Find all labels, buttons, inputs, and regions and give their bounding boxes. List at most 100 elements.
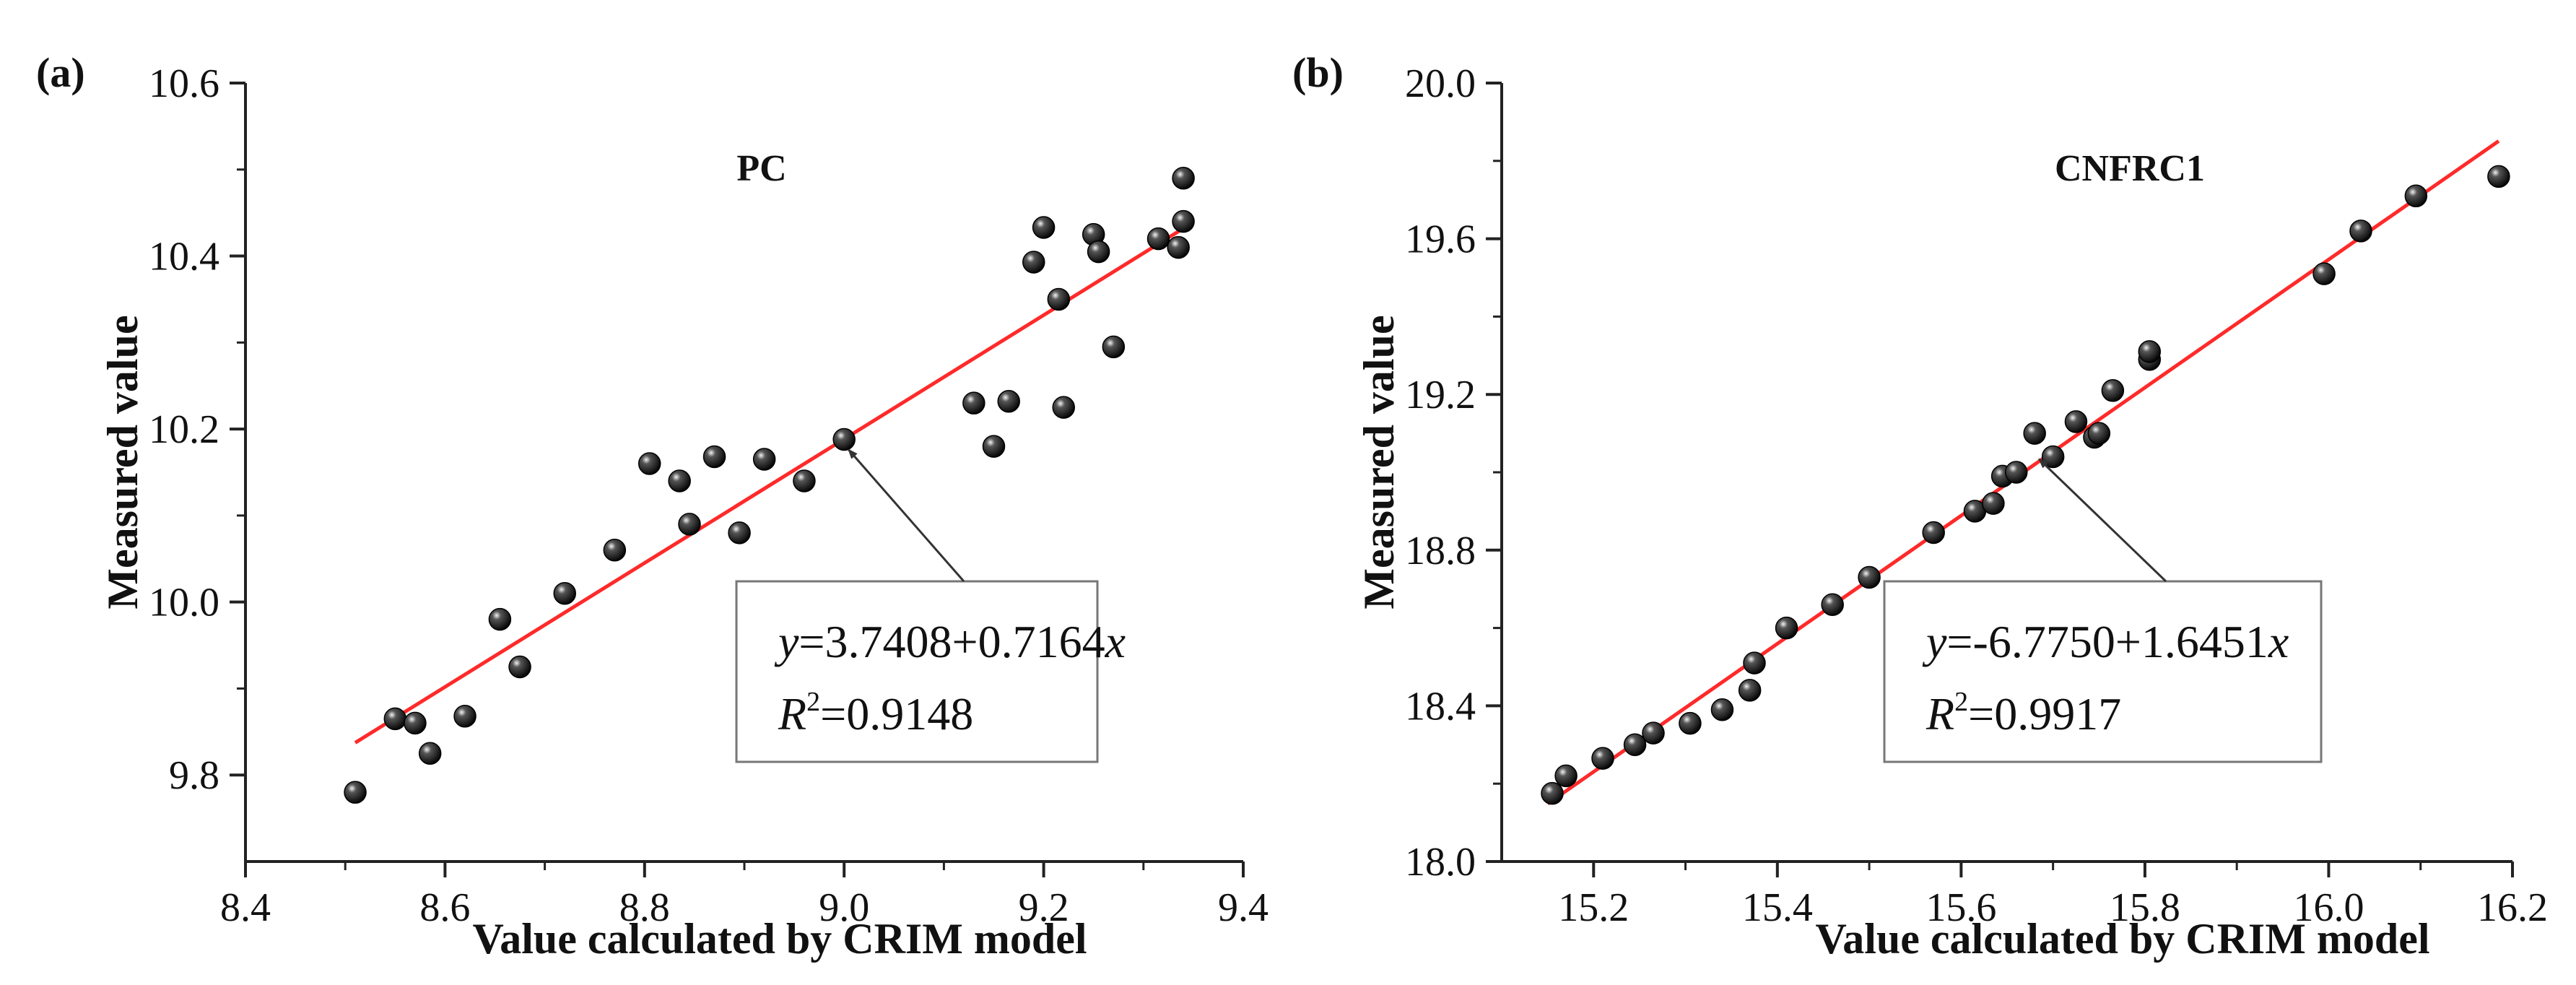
fit-line [354, 227, 1185, 745]
data-point [2138, 340, 2162, 363]
y-tick-label: 19.2 [1405, 373, 1476, 417]
x-axis-label-cnfrc1: Value calculated by CRIM model [1815, 915, 2429, 963]
r-value: =0.9148 [820, 688, 973, 739]
data-point [1591, 747, 1614, 770]
data-point [1623, 733, 1647, 757]
data-point [603, 539, 627, 562]
x-tick-label: 16.0 [2293, 885, 2364, 930]
data-point [728, 521, 751, 544]
panel-cnfrc1: (b) CNFRC1 Value calculated by CRIM mode… [1292, 49, 2548, 963]
y-axis-label-pc: Measured value [99, 315, 147, 609]
data-point [344, 781, 367, 804]
data-point [1172, 167, 1195, 190]
equation-box-cnfrc1 [1883, 580, 2323, 763]
r-value: =0.9917 [1968, 688, 2121, 739]
x-tick-label: 9.4 [1218, 885, 1269, 930]
x-tick-label: 8.6 [419, 885, 470, 930]
y-tick-label: 19.6 [1405, 217, 1476, 262]
data-point [553, 581, 576, 605]
data-point [678, 513, 701, 536]
r-symbol: R [778, 688, 806, 739]
data-point [1554, 764, 1578, 788]
data-point [638, 452, 661, 475]
fit-pc [354, 227, 1185, 745]
arrow-cnfrc1 [2038, 458, 2167, 583]
y-tick-label: 18.4 [1405, 684, 1476, 729]
data-point [1032, 216, 1056, 239]
data-point [1710, 698, 1734, 721]
panel-label-a: (a) [36, 49, 85, 96]
annotation-pc: y=3.7408+0.7164x R2=0.9148 [735, 448, 1126, 763]
data-point [2064, 410, 2088, 433]
y-tick-label: 10.6 [149, 61, 219, 106]
eq-y-symbol: y [774, 616, 799, 667]
x-tick-label: 15.8 [2110, 885, 2180, 930]
data-point [453, 705, 477, 728]
ticks-pc: 8.4 8.6 8.8 9.0 9.2 9.4 9.8 10.0 10.2 10.4 10.6 [149, 61, 1269, 930]
data-point [2349, 220, 2372, 243]
x-tick-label: 15.2 [1558, 885, 1629, 930]
points-pc [344, 167, 1195, 804]
y-tick-label: 10.2 [149, 407, 219, 452]
data-point [793, 469, 816, 492]
data-point [2312, 262, 2336, 285]
eq-x-symbol: x [1105, 616, 1126, 667]
x-tick-label: 8.8 [619, 885, 670, 930]
data-point [383, 707, 407, 731]
data-point [832, 428, 856, 451]
y-tick-label: 18.8 [1405, 529, 1476, 573]
equation-text-pc: y=3.7408+0.7164x [774, 616, 1126, 667]
data-point [488, 607, 512, 631]
x-tick-label: 15.6 [1926, 885, 1996, 930]
data-point [404, 711, 427, 735]
data-point [1022, 251, 1045, 274]
x-tick-label: 16.2 [2477, 885, 2548, 930]
data-point [1146, 227, 1170, 251]
y-tick-label: 10.0 [149, 581, 219, 625]
points-cnfrc1 [1541, 165, 2510, 805]
data-point [1982, 492, 2005, 515]
y-tick-label: 20.0 [1405, 61, 1476, 106]
data-point [668, 469, 691, 492]
eq-x-symbol: x [2268, 616, 2289, 667]
x-tick-label: 9.2 [1019, 885, 1069, 930]
data-point [1821, 593, 1844, 617]
chart-title-pc: PC [736, 148, 786, 189]
data-point [2004, 461, 2028, 484]
data-point [2101, 379, 2125, 402]
data-point [1102, 335, 1126, 359]
r-squared-text-cnfrc1: R2=0.9917 [1926, 687, 2121, 739]
equation-box-pc [735, 580, 1099, 763]
x-tick-label: 8.4 [220, 885, 271, 930]
chart-title-cnfrc1: CNFRC1 [2055, 148, 2205, 189]
equation-text-cnfrc1: y=-6.7750+1.6451x [1922, 616, 2289, 667]
eq-body: =3.7408+0.7164 [799, 616, 1105, 667]
data-point [1922, 521, 1945, 544]
data-point [997, 390, 1020, 413]
data-point [702, 445, 726, 469]
y-tick-label: 9.8 [169, 753, 219, 798]
ticks-cnfrc1: 15.2 15.4 15.6 15.8 16.0 16.2 18.0 18.4 18.8 19.2… [1405, 61, 2548, 930]
data-point [1087, 240, 1110, 264]
panel-label-b: (b) [1292, 49, 1344, 96]
data-point [1738, 679, 1762, 702]
data-point [982, 435, 1006, 458]
data-point [1743, 651, 1766, 674]
eq-y-symbol: y [1922, 616, 1947, 667]
x-tick-label: 9.0 [819, 885, 869, 930]
data-point [2087, 422, 2111, 445]
data-point [2487, 165, 2510, 188]
data-point [1642, 721, 1665, 745]
r-symbol: R [1926, 688, 1954, 739]
y-tick-label: 18.0 [1405, 840, 1476, 885]
y-tick-label: 10.4 [149, 235, 219, 279]
r-squared-text-pc: R2=0.9148 [778, 687, 973, 739]
arrow-pc [848, 448, 965, 582]
data-point [1172, 209, 1195, 233]
panel-pc: (a) PC Value calculated by CRIM model Me… [36, 49, 1269, 963]
r-exponent: 2 [1954, 687, 1968, 717]
data-point [2023, 422, 2046, 445]
r-exponent: 2 [806, 687, 820, 717]
x-tick-label: 15.4 [1742, 885, 1813, 930]
